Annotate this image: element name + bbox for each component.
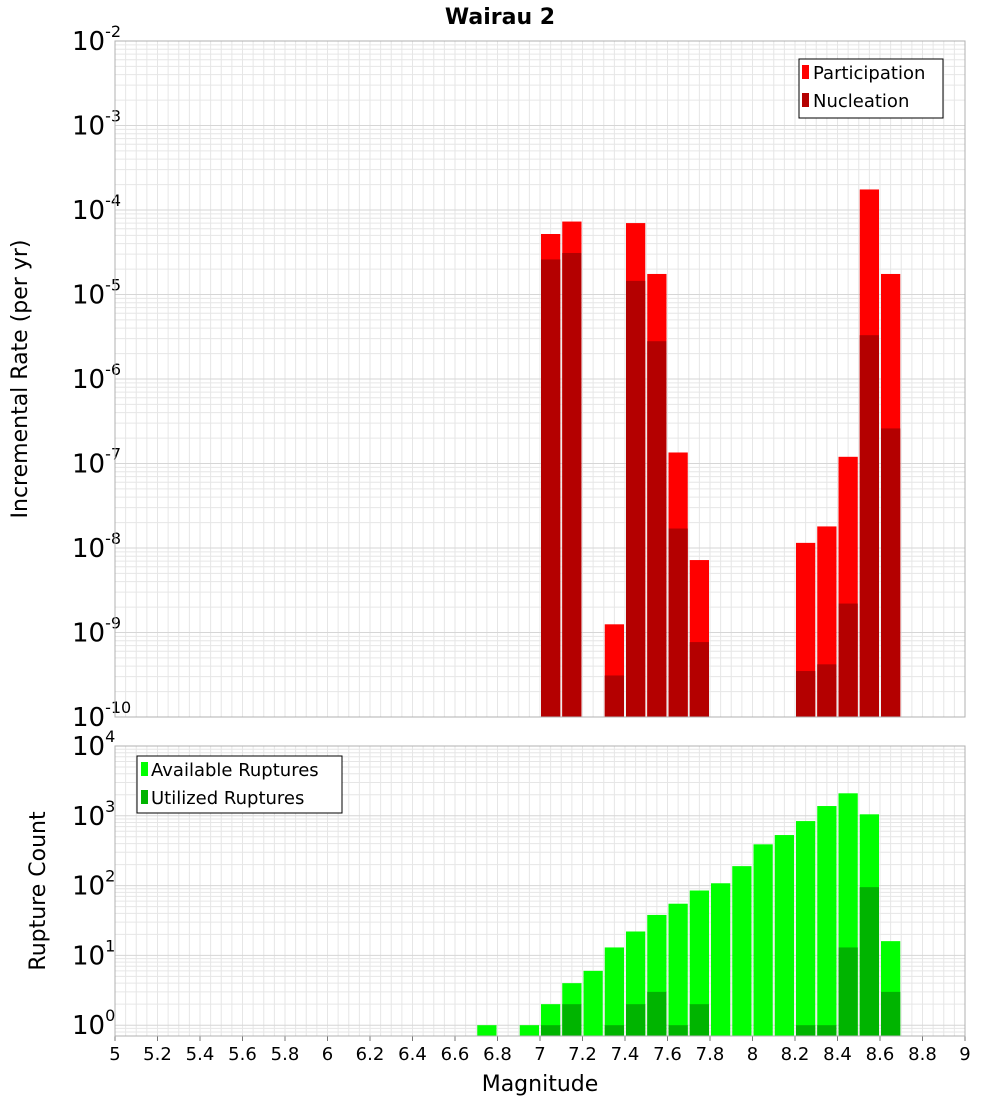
x-tick-label: 7.8 — [696, 1044, 725, 1065]
y-tick-label: 10-7 — [72, 445, 121, 480]
nucleation-bar — [817, 664, 837, 717]
nucleation-bar — [796, 671, 816, 717]
nucleation-bar — [668, 528, 688, 717]
x-tick-label: 6.8 — [483, 1044, 512, 1065]
available-ruptures-bar — [689, 890, 709, 1036]
available-ruptures-bar — [477, 1025, 497, 1036]
y-tick-label: 10-10 — [72, 698, 131, 733]
y-tick-label: 101 — [72, 936, 115, 971]
available-ruptures-bar — [817, 806, 837, 1036]
available-ruptures-bar — [668, 903, 688, 1036]
nucleation-bar — [689, 642, 709, 717]
y-tick-label: 10-9 — [72, 614, 121, 649]
count-plot-bars — [477, 793, 901, 1036]
utilized-ruptures-bar — [817, 1025, 837, 1036]
x-tick-label: 7.4 — [611, 1044, 640, 1065]
x-tick-label: 8.6 — [866, 1044, 895, 1065]
x-tick-label: 5.4 — [186, 1044, 215, 1065]
count-plot-frame — [114, 745, 966, 1037]
count-legend-box — [136, 755, 343, 814]
x-tick-label: 5.2 — [143, 1044, 172, 1065]
utilized-ruptures-bar — [796, 1025, 816, 1036]
nucleation-bar — [626, 280, 646, 717]
y-tick-label: 10-2 — [72, 22, 121, 57]
x-tick-label: 7 — [534, 1044, 545, 1065]
y-tick-label: 10-3 — [72, 107, 121, 142]
x-tick-label: 7.6 — [653, 1044, 682, 1065]
y-tick-label: 100 — [72, 1006, 115, 1041]
nucleation-bar — [838, 603, 858, 717]
x-tick-labels: 5 5.2 5.4 5.6 5.8 6 6.2 6.4 6.6 6.8 7 7.2 7.4 7.6 7.8 8… — [109, 1036, 971, 1065]
utilized-ruptures-bar — [647, 991, 667, 1036]
rate-legend-box — [798, 58, 944, 119]
rate-plot: 10-2 10-3 10-4 10-5 10-6 10-7 10-8 10-9 10-10 In… — [8, 22, 966, 733]
rate-y-tick-labels: 10-2 10-3 10-4 10-5 10-6 10-7 10-8 10-9 10-10 — [72, 22, 131, 733]
count-y-axis-label: Rupture Count — [26, 811, 51, 971]
x-tick-label: 6.4 — [398, 1044, 427, 1065]
x-tick-label: 8 — [747, 1044, 758, 1065]
count-y-tick-labels: 104 103 102 101 100 — [72, 727, 115, 1041]
utilized-ruptures-bar — [881, 991, 901, 1036]
x-tick-label: 8.4 — [823, 1044, 852, 1065]
available-ruptures-bar — [583, 970, 603, 1036]
participation-legend-label: Participation — [813, 63, 925, 84]
available-ruptures-bar — [519, 1025, 539, 1036]
nucleation-bar — [647, 341, 667, 717]
x-tick-label: 9 — [959, 1044, 970, 1065]
x-tick-label: 7.2 — [568, 1044, 597, 1065]
y-tick-label: 104 — [72, 727, 115, 762]
count-legend: Available Ruptures Utilized Ruptures — [136, 755, 343, 814]
rate-plot-bars — [541, 189, 901, 718]
available-ruptures-bar — [753, 844, 773, 1036]
x-tick-label: 6 — [322, 1044, 333, 1065]
utilized-ruptures-bar — [859, 887, 879, 1036]
utilized-ruptures-bar — [541, 1025, 561, 1036]
x-tick-label: 6.6 — [441, 1044, 470, 1065]
utilized-ruptures-bar — [562, 1004, 582, 1036]
nucleation-bar — [881, 428, 901, 717]
available-legend-label: Available Ruptures — [151, 760, 319, 781]
x-axis-label: Magnitude — [482, 1072, 599, 1097]
rate-legend: Participation Nucleation — [798, 58, 944, 119]
x-tick-label: 5.6 — [228, 1044, 257, 1065]
utilized-ruptures-bar — [626, 1004, 646, 1036]
count-plot: 104 103 102 101 100 5 5.2 5.4 5.6 5.8 6 6.2 6.4 6.6 6… — [26, 727, 971, 1097]
participation-legend-swatch — [802, 65, 809, 79]
y-tick-label: 102 — [72, 867, 115, 902]
available-legend-swatch — [141, 762, 148, 776]
y-tick-label: 10-5 — [72, 276, 121, 311]
x-tick-label: 6.2 — [356, 1044, 385, 1065]
available-ruptures-bar — [711, 883, 731, 1036]
nucleation-legend-label: Nucleation — [813, 91, 909, 112]
x-tick-label: 8.8 — [908, 1044, 937, 1065]
utilized-ruptures-bar — [604, 1025, 624, 1036]
nucleation-bar — [562, 252, 582, 718]
utilized-ruptures-bar — [689, 1004, 709, 1036]
x-tick-label: 5.8 — [271, 1044, 300, 1065]
y-tick-label: 10-4 — [72, 191, 121, 226]
nucleation-bar — [859, 335, 879, 717]
chart-title: Wairau 2 — [445, 5, 555, 30]
available-ruptures-bar — [604, 947, 624, 1036]
utilized-ruptures-bar — [668, 1025, 688, 1036]
nucleation-legend-swatch — [802, 93, 809, 107]
utilized-legend-label: Utilized Ruptures — [151, 788, 304, 809]
x-tick-label: 5 — [109, 1044, 120, 1065]
y-tick-label: 10-6 — [72, 360, 121, 395]
nucleation-bar — [541, 259, 561, 717]
nucleation-bar — [604, 675, 624, 717]
rate-plot-frame — [114, 40, 966, 718]
y-tick-label: 103 — [72, 797, 115, 832]
x-tick-label: 8.2 — [781, 1044, 810, 1065]
y-tick-label: 10-8 — [72, 529, 121, 564]
available-ruptures-bar — [732, 866, 752, 1036]
utilized-legend-swatch — [141, 790, 148, 804]
rate-plot-grid — [114, 41, 966, 718]
utilized-ruptures-bar — [838, 947, 858, 1036]
rate-y-axis-label: Incremental Rate (per yr) — [8, 240, 33, 519]
available-ruptures-bar — [796, 821, 816, 1036]
available-ruptures-bar — [774, 835, 794, 1036]
